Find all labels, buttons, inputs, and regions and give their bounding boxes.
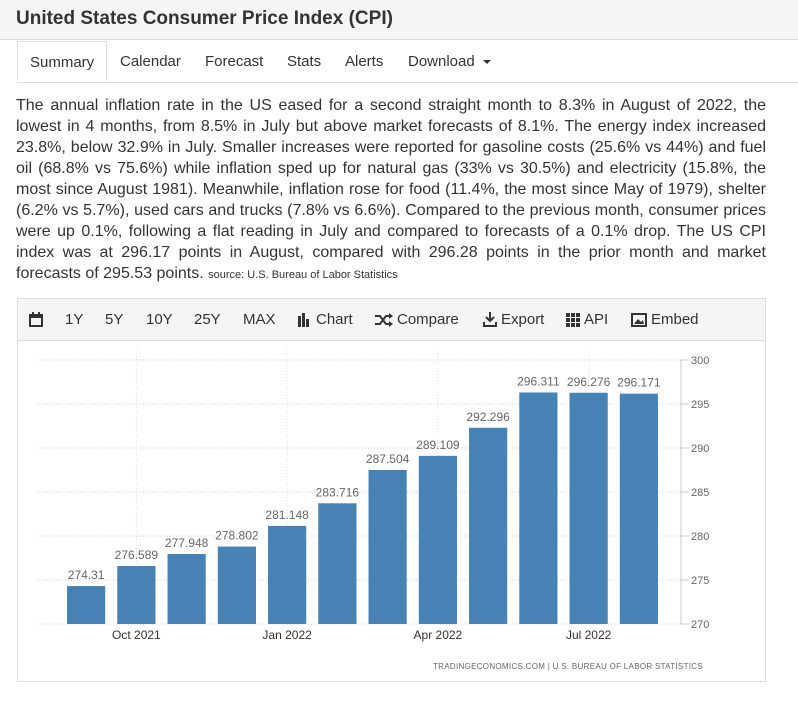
page-title: United States Consumer Price Index (CPI) [16, 8, 393, 29]
tab[interactable]: Stats [287, 53, 322, 70]
tab-bar: Summary Calendar Forecast Stats Alerts D… [17, 41, 798, 83]
bar [519, 392, 558, 624]
calendar-icon [29, 311, 43, 327]
x-tick-label: Apr 2022 [414, 628, 463, 642]
button-label: Export [501, 311, 545, 328]
button-label: API [584, 311, 609, 328]
bar [117, 566, 156, 624]
y-tick-label: 290 [691, 443, 709, 455]
tab-dropdown[interactable]: Download [408, 41, 492, 82]
chart-icon [298, 312, 309, 327]
value-label: 289.109 [416, 438, 460, 452]
x-tick-label: Oct 2021 [112, 628, 161, 642]
bar [418, 455, 457, 624]
value-label: 283.716 [316, 485, 360, 499]
bar [569, 392, 608, 624]
tab[interactable]: Calendar [120, 53, 181, 70]
compare-button[interactable]: Compare [375, 299, 459, 340]
export-icon [483, 312, 497, 327]
value-label: 292.296 [466, 410, 510, 424]
bar [217, 546, 256, 624]
range-button[interactable]: 10Y [146, 299, 173, 340]
summary-text: The annual inflation rate in the US ease… [16, 97, 766, 282]
x-tick-label: Jul 2022 [566, 628, 612, 642]
bar [318, 503, 357, 624]
button-label: Embed [651, 311, 699, 328]
export-button[interactable]: Export [483, 299, 544, 340]
summary: The annual inflation rate in the US ease… [16, 95, 766, 286]
chart-container: 270 275 280 285 290 295 300 274.31 276.589 Oct 20… [17, 341, 766, 682]
value-label: 277.948 [165, 536, 209, 550]
tab[interactable]: Alerts [345, 53, 384, 70]
button-label: 5Y [105, 311, 124, 328]
credit: TRADINGECONOMICS.COM | U.S. BUREAU OF LA… [433, 662, 703, 671]
bar [368, 469, 407, 624]
title-bar: United States Consumer Price Index (CPI) [0, 0, 798, 40]
range-button[interactable]: MAX [243, 299, 276, 340]
y-tick-label: 295 [691, 399, 709, 411]
api-button[interactable]: API [566, 299, 608, 340]
button-label: 25Y [194, 311, 221, 328]
bar [167, 554, 206, 624]
y-tick-label: 300 [691, 355, 709, 367]
bar [619, 393, 658, 624]
button-label: Chart [316, 311, 353, 328]
source: source: U.S. Bureau of Labor Statistics [208, 269, 398, 281]
range-button[interactable]: 5Y [105, 299, 123, 340]
bar [268, 525, 307, 624]
chart: 270 275 280 285 290 295 300 274.31 276.589 Oct 20… [38, 350, 709, 671]
api-icon [566, 312, 580, 327]
embed-icon [631, 312, 647, 327]
chart-button[interactable]: Chart [298, 299, 353, 340]
chart-toolbar: 1Y 5Y 10Y 25Y MAX Chart Compare Export A… [17, 298, 766, 341]
y-tick-label: 275 [691, 575, 709, 587]
value-label: 278.802 [215, 529, 259, 543]
compare-icon [375, 312, 393, 327]
value-label: 287.504 [366, 452, 410, 466]
embed-button[interactable]: Embed [631, 299, 699, 340]
range-button[interactable]: 1Y [65, 299, 83, 340]
button-label: Compare [397, 311, 459, 328]
range-button[interactable]: 25Y [194, 299, 221, 340]
value-label: 296.171 [617, 376, 661, 390]
bar [67, 586, 106, 624]
button-label: 10Y [146, 311, 173, 328]
value-label: 281.148 [265, 508, 309, 522]
tab[interactable]: Summary [17, 41, 108, 82]
y-tick-label: 285 [691, 487, 709, 499]
tab[interactable]: Forecast [205, 53, 264, 70]
value-label: 276.589 [115, 548, 159, 562]
value-label: 274.31 [68, 568, 105, 582]
bar [469, 427, 508, 624]
x-tick-label: Jan 2022 [262, 628, 312, 642]
y-tick-label: 280 [691, 531, 709, 543]
button-label: 1Y [65, 311, 84, 328]
value-label: 296.311 [517, 374, 560, 388]
tab-label: Download [408, 53, 475, 70]
y-tick-label: 270 [691, 619, 709, 631]
caret [482, 60, 491, 64]
button-label: MAX [243, 311, 276, 328]
value-label: 296.276 [567, 375, 611, 389]
calendar-button[interactable] [28, 299, 44, 340]
